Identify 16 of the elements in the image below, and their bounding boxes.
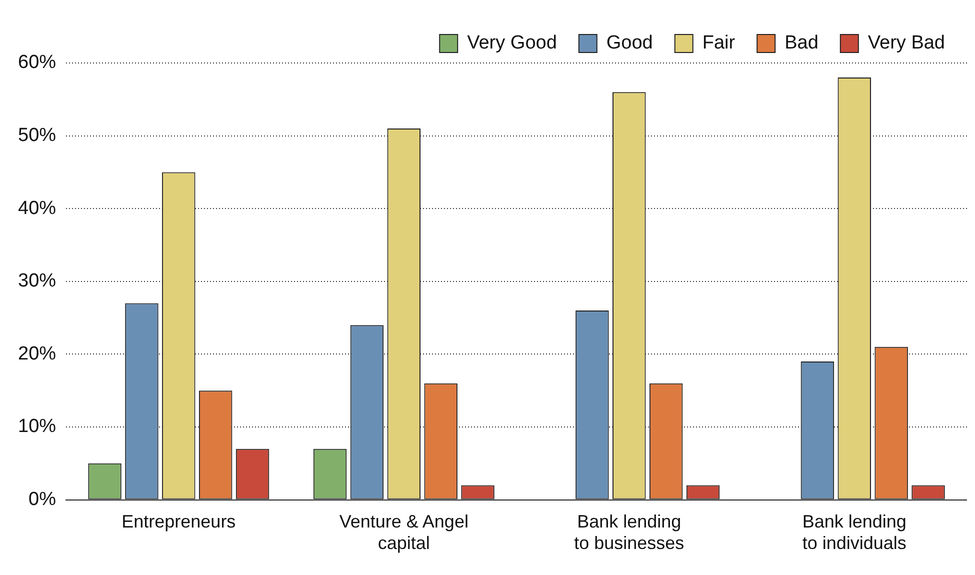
x-tick-label: Bank lending to businesses — [574, 512, 684, 554]
legend-label: Very Good — [467, 32, 557, 54]
x-tick-label: Venture & Angel capital — [339, 512, 468, 554]
x-tick-label: Bank lending to individuals — [802, 512, 906, 554]
y-tick-label: 0% — [28, 489, 56, 510]
y-tick-label: 40% — [18, 198, 56, 219]
y-tick-label: 10% — [18, 416, 56, 438]
y-tick-label: 20% — [18, 343, 56, 364]
legend-label: Good — [606, 32, 653, 54]
legend-label: Bad — [784, 32, 818, 54]
legend-label: Fair — [702, 32, 736, 54]
legend-label: Very Bad — [868, 32, 946, 54]
y-tick-label: 30% — [18, 270, 56, 292]
y-tick-label: 60% — [18, 52, 56, 74]
y-tick-label: 50% — [18, 125, 56, 146]
x-tick-label: Entrepreneurs — [122, 512, 236, 532]
